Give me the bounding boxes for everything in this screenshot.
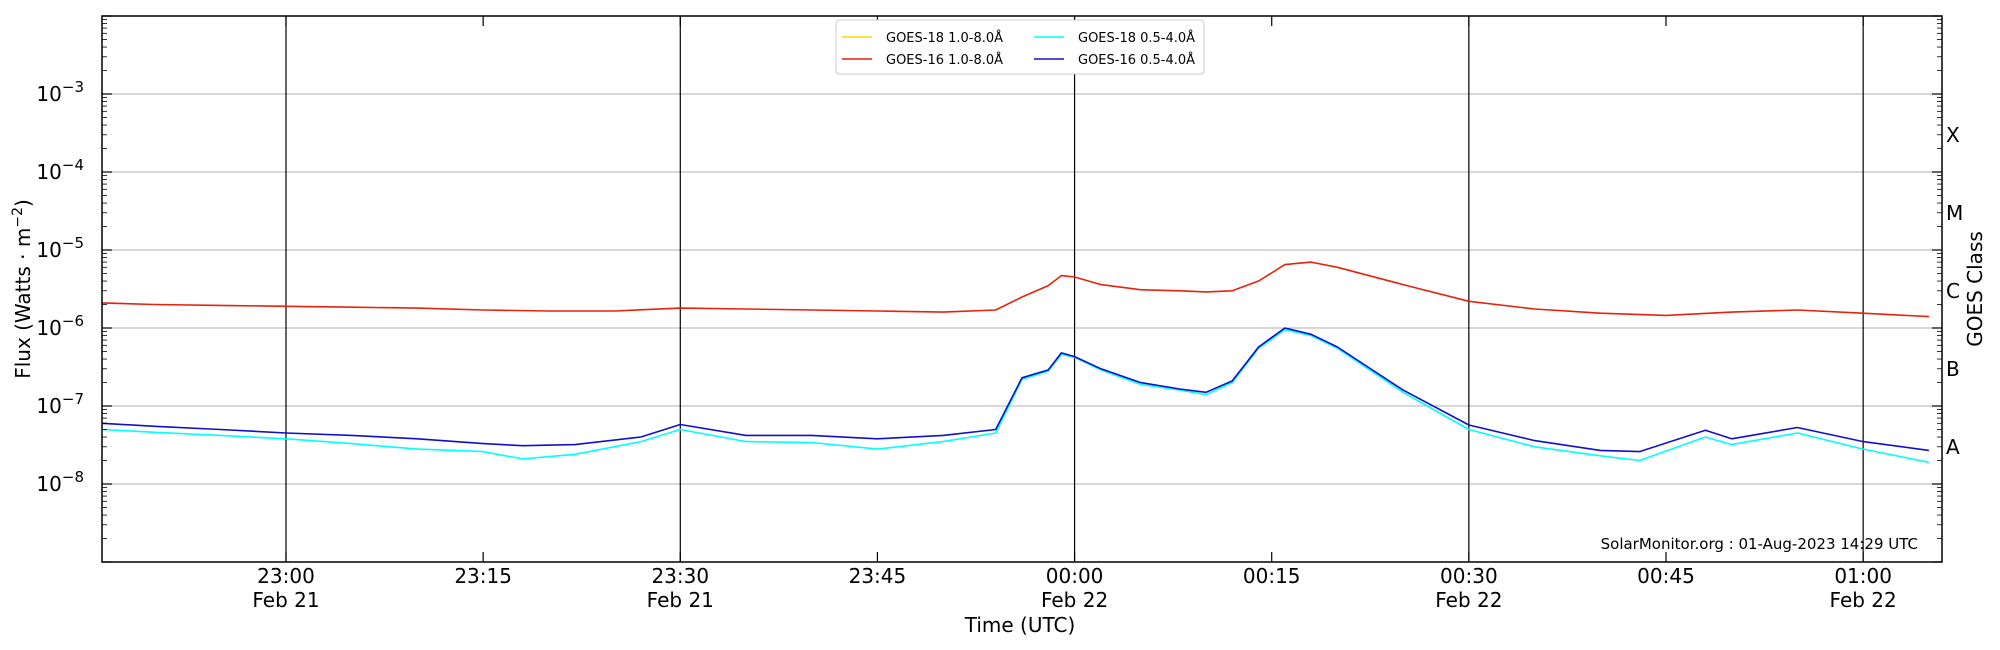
x-tick-label: 00:00 bbox=[1046, 564, 1104, 588]
flux-series bbox=[101, 261, 1930, 464]
legend: GOES-18 1.0-8.0Å GOES-16 1.0-8.0Å GOES-18 … bbox=[835, 19, 1205, 75]
legend-label: GOES-18 0.5-4.0Å bbox=[1078, 30, 1195, 46]
x-tick-label: 00:30 bbox=[1440, 564, 1498, 588]
y-tick-label: 10−8 bbox=[36, 468, 84, 496]
x-tick-label: 00:15 bbox=[1243, 564, 1301, 588]
y-axis-ticks: 10−8 10−7 10−6 10−5 10−4 10−3 bbox=[36, 15, 1942, 563]
legend-box bbox=[835, 19, 1205, 75]
x-tick-label: 01:00 bbox=[1834, 564, 1892, 588]
goes-class-label: X bbox=[1946, 123, 1960, 147]
goes-class-labels: A B C M X bbox=[1946, 123, 1963, 459]
credit-text: SolarMonitor.org : 01-Aug-2023 14:29 UTC bbox=[1601, 535, 1918, 553]
x-tick-label: 23:30 bbox=[651, 564, 709, 588]
x-tick-date-label: Feb 22 bbox=[1830, 588, 1897, 612]
x-tick-label: 23:15 bbox=[454, 564, 512, 588]
legend-label: GOES-16 1.0-8.0Å bbox=[886, 52, 1003, 68]
goes-class-label: B bbox=[1946, 357, 1960, 381]
x-tick-date-label: Feb 21 bbox=[647, 588, 714, 612]
goes-class-label: A bbox=[1946, 435, 1960, 459]
y-tick-label: 10−6 bbox=[36, 312, 84, 340]
x-tick-date-label: Feb 22 bbox=[1041, 588, 1108, 612]
y-tick-label: 10−4 bbox=[36, 156, 84, 184]
legend-label: GOES-16 0.5-4.0Å bbox=[1078, 52, 1195, 68]
goes-class-label: C bbox=[1946, 279, 1960, 303]
date-vertical-lines bbox=[285, 16, 1864, 562]
y-tick-label: 10−7 bbox=[36, 390, 84, 418]
series-line bbox=[101, 327, 1930, 453]
goes-class-label: M bbox=[1946, 201, 1963, 225]
x-tick-label: 23:00 bbox=[257, 564, 315, 588]
goes-class-axis-label: GOES Class bbox=[1963, 231, 1987, 347]
legend-label: GOES-18 1.0-8.0Å bbox=[886, 30, 1003, 46]
plot-frame bbox=[101, 15, 1943, 563]
series-line bbox=[101, 261, 1929, 318]
horizontal-gridlines bbox=[102, 93, 1942, 485]
x-tick-label: 00:45 bbox=[1637, 564, 1695, 588]
y-tick-label: 10−5 bbox=[36, 234, 84, 262]
y-axis-label: Flux (Watts · m−2) bbox=[10, 199, 35, 379]
x-tick-date-label: Feb 22 bbox=[1435, 588, 1502, 612]
x-axis-label: Time (UTC) bbox=[964, 613, 1076, 637]
x-tick-label: 23:45 bbox=[849, 564, 907, 588]
x-tick-date-label: Feb 21 bbox=[252, 588, 319, 612]
y-tick-label: 10−3 bbox=[36, 78, 84, 106]
